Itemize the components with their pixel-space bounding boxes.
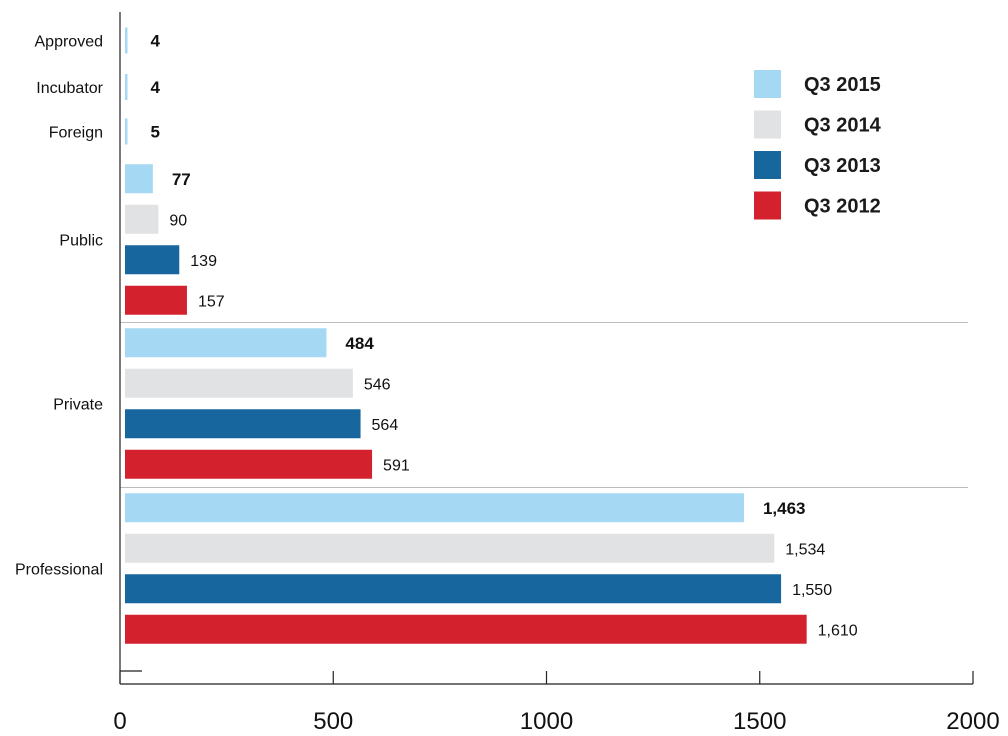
x-tick-label-1500: 1500 xyxy=(733,708,786,735)
legend-label-q3-2012: Q3 2012 xyxy=(804,196,881,218)
legend-label-q3-2014: Q3 2014 xyxy=(804,115,882,137)
group-separators xyxy=(120,322,968,488)
bar-private-q3-2012 xyxy=(125,449,373,479)
category-label-professional: Professional xyxy=(15,562,103,579)
x-tick-label-0: 0 xyxy=(113,708,126,735)
bar-approved-q3-2015 xyxy=(125,27,128,54)
bar-incubator-q3-2015 xyxy=(125,74,128,100)
legend-swatch-q3-2015 xyxy=(754,70,781,98)
value-label-professional-q3-2013: 1,550 xyxy=(792,582,832,599)
x-tick-label-500: 500 xyxy=(313,708,353,735)
value-label-private-q3-2012: 591 xyxy=(383,457,410,474)
value-label-public-q3-2014: 90 xyxy=(169,212,187,229)
value-label-professional-q3-2012: 1,610 xyxy=(818,622,858,639)
category-labels-layer: Approved Incubator Foreign Public Private Pro… xyxy=(15,34,104,579)
x-tick-label-1000: 1000 xyxy=(520,708,573,735)
axes-layer: 0 500 1000 1500 2000 xyxy=(113,12,1000,735)
value-label-private-q3-2013: 564 xyxy=(372,417,399,434)
value-label-foreign-q3-2015: 5 xyxy=(151,123,160,142)
bars-layer xyxy=(125,27,807,644)
category-label-private: Private xyxy=(53,397,103,414)
bar-public-q3-2012 xyxy=(125,285,187,315)
value-label-professional-q3-2014: 1,534 xyxy=(785,541,825,558)
value-label-public-q3-2013: 139 xyxy=(190,253,217,270)
legend-label-q3-2013: Q3 2013 xyxy=(804,155,881,177)
value-labels-layer: 4 4 5 77 90 139 157 484 546 564 591 1,463 1,534 1,550… xyxy=(151,32,858,640)
bar-private-q3-2015 xyxy=(125,328,327,358)
value-label-private-q3-2015: 484 xyxy=(345,334,374,353)
bar-public-q3-2014 xyxy=(125,204,159,234)
value-label-private-q3-2014: 546 xyxy=(364,376,391,393)
category-label-public: Public xyxy=(59,233,103,250)
value-label-approved-q3-2015: 4 xyxy=(151,32,161,51)
category-label-foreign: Foreign xyxy=(49,125,103,142)
legend: Q3 2015 Q3 2014 Q3 2013 Q3 2012 xyxy=(754,70,882,220)
legend-swatch-q3-2012 xyxy=(754,191,781,220)
category-label-approved: Approved xyxy=(35,34,104,51)
legend-swatch-q3-2013 xyxy=(754,151,781,179)
bar-private-q3-2014 xyxy=(125,368,353,398)
value-label-public-q3-2015: 77 xyxy=(172,170,191,189)
legend-label-q3-2015: Q3 2015 xyxy=(804,74,881,96)
legend-swatch-q3-2014 xyxy=(754,110,781,139)
category-label-incubator: Incubator xyxy=(36,80,103,97)
value-label-public-q3-2012: 157 xyxy=(198,293,225,310)
bar-public-q3-2013 xyxy=(125,245,180,275)
bar-foreign-q3-2015 xyxy=(125,118,128,145)
x-tick-label-2000: 2000 xyxy=(946,708,999,735)
bar-professional-q3-2013 xyxy=(125,574,782,604)
bar-professional-q3-2012 xyxy=(125,614,807,644)
bar-public-q3-2015 xyxy=(125,164,153,194)
value-label-incubator-q3-2015: 4 xyxy=(151,78,161,97)
bar-professional-q3-2014 xyxy=(125,533,775,563)
value-label-professional-q3-2015: 1,463 xyxy=(763,499,806,518)
bar-professional-q3-2015 xyxy=(125,493,744,523)
bar-private-q3-2013 xyxy=(125,409,361,439)
